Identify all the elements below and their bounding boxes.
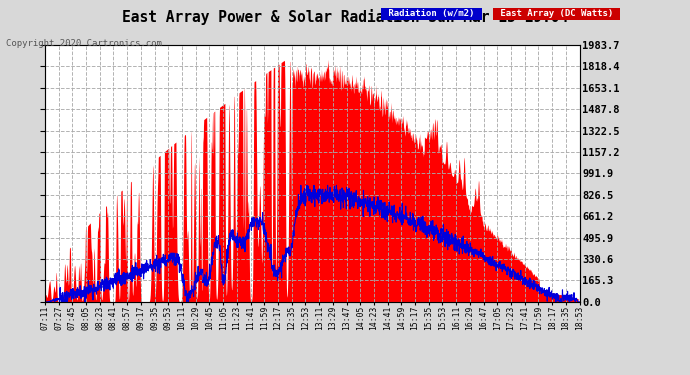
- Text: Copyright 2020 Cartronics.com: Copyright 2020 Cartronics.com: [6, 39, 161, 48]
- Text: East Array Power & Solar Radiation Sun Mar 15 19:04: East Array Power & Solar Radiation Sun M…: [122, 9, 568, 26]
- Text: Radiation (w/m2): Radiation (w/m2): [383, 9, 480, 18]
- Text: East Array (DC Watts): East Array (DC Watts): [495, 9, 618, 18]
